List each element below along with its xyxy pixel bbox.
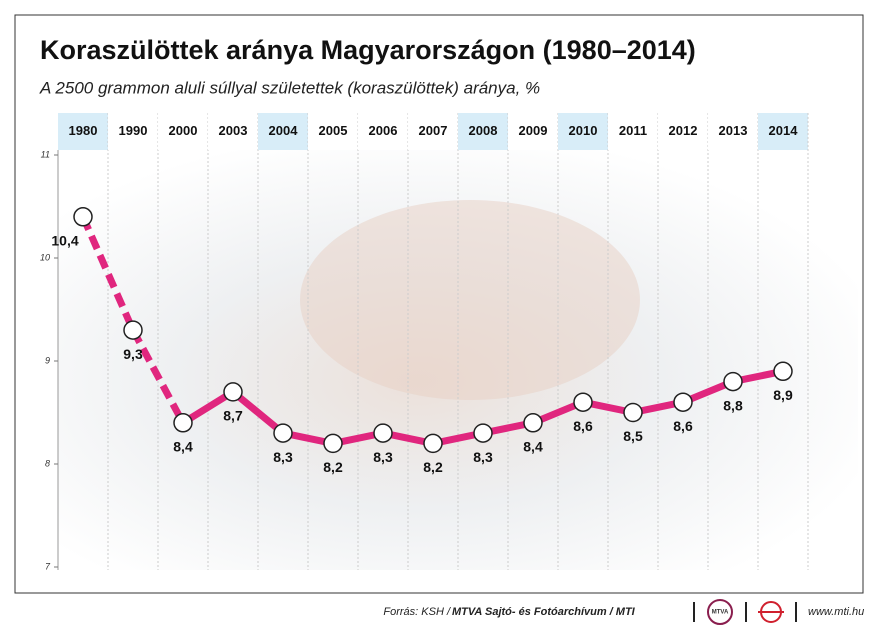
point: [623, 402, 643, 423]
x-tick-label: 2006: [369, 123, 398, 138]
y-tick-label: 11: [41, 149, 50, 159]
point: [123, 320, 143, 340]
line-segment: [129, 328, 187, 425]
x-tick-label: 2010: [569, 123, 598, 138]
x-tick-label: 2005: [319, 123, 348, 138]
column-header: [758, 113, 808, 150]
point: [573, 392, 593, 412]
column-header: [208, 113, 258, 150]
subtitle: A 2500 grammon aluli súllyal születettek…: [39, 78, 540, 97]
point: [673, 392, 693, 412]
source-bold: MTVA Sajtó- és Fotóarchívum / MTI: [452, 606, 636, 618]
point: [323, 433, 343, 454]
point: [73, 207, 93, 227]
point: [223, 382, 243, 402]
x-tick-label: 2009: [519, 123, 548, 138]
column-header: [458, 113, 508, 150]
value-label: 8,5: [623, 428, 643, 444]
point: [523, 413, 543, 433]
value-label: 8,8: [723, 397, 743, 413]
value-label: 8,6: [573, 418, 593, 434]
value-label: 8,3: [273, 449, 293, 465]
point: [423, 433, 443, 454]
y-tick-label: 8: [45, 458, 50, 468]
point: [773, 361, 793, 382]
x-tick-label: 1980: [69, 123, 98, 138]
value-label: 8,4: [523, 439, 543, 455]
value-label: 8,2: [423, 459, 443, 475]
x-tick-label: 2000: [169, 123, 198, 138]
column-header: [558, 113, 608, 150]
column-header: [708, 113, 758, 150]
point: [723, 371, 743, 392]
y-tick-label: 10: [40, 252, 50, 262]
column-header: [408, 113, 458, 150]
x-tick-label: 2008: [469, 123, 498, 138]
logo-text: MTVA: [712, 610, 729, 616]
logo: [707, 599, 733, 625]
value-label: 8,9: [773, 387, 793, 403]
column-header: [658, 113, 708, 150]
website: www.mti.hu: [808, 606, 864, 618]
y-tick-label: 9: [45, 355, 50, 365]
line-segment: [179, 388, 237, 427]
x-tick-label: 2011: [619, 123, 647, 138]
x-tick-label: 1990: [119, 123, 148, 138]
value-label: 10,4: [51, 233, 78, 249]
x-tick-label: 2013: [719, 123, 748, 138]
x-tick-label: 2003: [219, 123, 248, 138]
value-label: 8,3: [473, 449, 493, 465]
x-tick-label: 2004: [269, 123, 299, 138]
column-header: [108, 113, 158, 150]
column-header: [158, 113, 208, 150]
photo-shape: [300, 200, 640, 400]
x-tick-label: 2012: [669, 123, 698, 138]
value-label: 8,4: [173, 439, 193, 455]
point: [173, 413, 193, 433]
source: Forrás: KSH /: [383, 606, 451, 618]
column-header: [58, 113, 108, 150]
column-header: [508, 113, 558, 150]
column-header: [258, 113, 308, 150]
value-label: 9,3: [123, 346, 143, 362]
column-header: [358, 113, 408, 150]
value-label: 8,3: [373, 449, 393, 465]
point: [373, 423, 393, 443]
x-tick-label: 2007: [419, 123, 448, 138]
y-tick-label: 7: [45, 561, 51, 571]
title: Koraszülöttek aránya Magyarországon (198…: [40, 35, 696, 65]
x-tick-label: 2014: [769, 123, 799, 138]
line-segment: [229, 388, 287, 437]
value-label: 8,2: [323, 459, 343, 475]
point: [273, 423, 293, 443]
column-header: [308, 113, 358, 150]
value-label: 8,7: [223, 408, 243, 424]
point: [473, 423, 493, 443]
column-header: [608, 113, 658, 150]
value-label: 8,6: [673, 418, 693, 434]
